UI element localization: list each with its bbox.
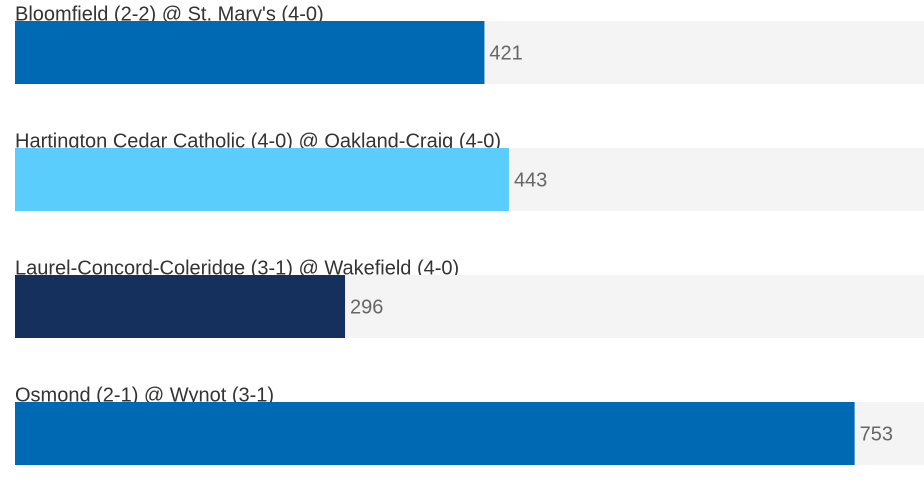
category-label: Hartington Cedar Catholic (4-0) @ Oaklan… <box>15 130 501 152</box>
bar <box>15 275 346 338</box>
value-label: 296 <box>350 296 383 318</box>
category-label: Bloomfield (2-2) @ St. Mary's (4-0) <box>15 3 324 25</box>
value-label: 753 <box>860 423 893 445</box>
value-label: 443 <box>514 169 547 191</box>
value-label: 421 <box>489 42 522 64</box>
category-label: Laurel-Concord-Coleridge (3-1) @ Wakefie… <box>15 257 459 279</box>
bar <box>15 21 485 84</box>
bar <box>15 402 855 465</box>
category-label: Osmond (2-1) @ Wynot (3-1) <box>15 384 274 406</box>
bar <box>15 148 509 211</box>
